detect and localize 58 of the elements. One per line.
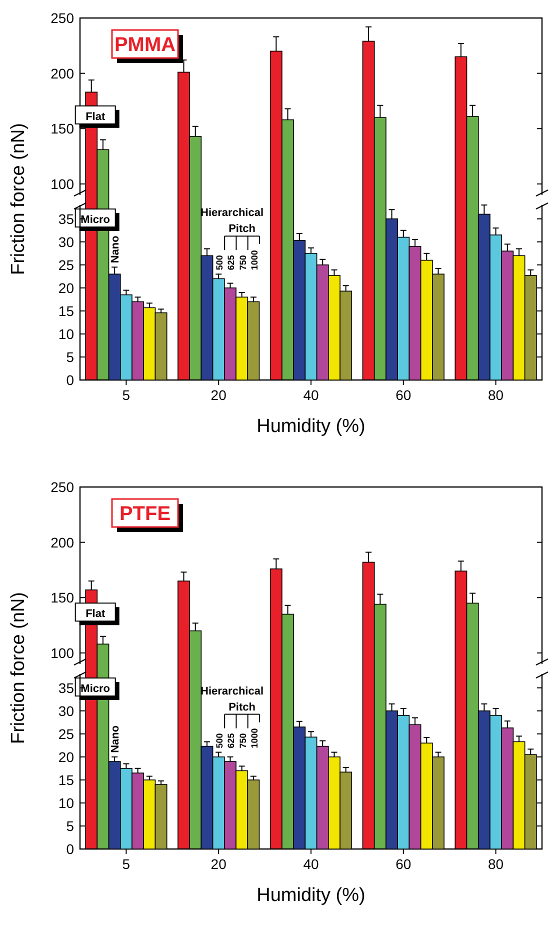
x-axis-title: Humidity (%) xyxy=(256,885,366,906)
legend-label: 1000 xyxy=(249,250,260,270)
legend-label: 750 xyxy=(238,255,248,270)
y-tick-label: 150 xyxy=(50,590,74,606)
y-tick-label: 30 xyxy=(58,234,74,250)
y-tick-label: 100 xyxy=(50,176,74,192)
y-tick-label: 25 xyxy=(58,726,74,742)
y-tick-label: 0 xyxy=(66,841,74,857)
y-tick-label: 15 xyxy=(58,772,74,788)
y-tick-label: 35 xyxy=(58,210,74,227)
x-tick-label: 80 xyxy=(488,387,504,403)
annotation: Hierarchical xyxy=(200,685,264,698)
series-label: Flat xyxy=(86,608,106,620)
y-tick-label: 100 xyxy=(50,644,74,661)
y-tick-label: 30 xyxy=(58,702,74,719)
legend-label: Micro xyxy=(80,683,110,695)
text: PMMA xyxy=(114,34,176,56)
x-tick-label: 60 xyxy=(396,387,412,403)
series-label: Flat xyxy=(86,110,106,123)
annotation: Hierarchical xyxy=(200,207,264,220)
y-tick-label: 10 xyxy=(58,326,74,342)
legend-label: 625 xyxy=(226,733,236,748)
legend-label: 500 xyxy=(214,733,225,748)
y-tick-label: 25 xyxy=(58,256,74,273)
x-tick-label: 5 xyxy=(122,856,130,872)
legend-label: 750 xyxy=(238,733,248,748)
y-tick-label: 15 xyxy=(58,302,74,319)
x-tick-label: 5 xyxy=(122,387,130,403)
y-tick-label: 200 xyxy=(50,65,74,82)
legend-label: 500 xyxy=(214,255,225,270)
y-tick-label: 5 xyxy=(66,348,74,365)
x-tick-label: 20 xyxy=(210,387,227,403)
text: PTFE xyxy=(119,503,171,525)
y-axis-title: Friction force (nN) xyxy=(8,592,29,744)
legend-label: Micro xyxy=(80,214,110,226)
x-tick-label: 60 xyxy=(396,856,412,872)
x-tick-label: 40 xyxy=(303,856,319,872)
x-tick-label: 20 xyxy=(210,856,227,872)
x-tick-label: 80 xyxy=(488,856,504,872)
y-tick-label: 10 xyxy=(58,794,74,811)
y-tick-label: 250 xyxy=(50,479,74,495)
y-tick-label: 0 xyxy=(66,372,74,388)
legend-label: 625 xyxy=(226,255,236,270)
y-tick-label: 150 xyxy=(50,120,74,137)
legend-label: 1000 xyxy=(249,728,260,748)
x-tick-label: 40 xyxy=(303,387,319,403)
x-axis-title: Humidity (%) xyxy=(256,416,366,437)
y-tick-label: 5 xyxy=(66,818,74,834)
y-tick-label: 200 xyxy=(50,534,74,550)
y-tick-label: 20 xyxy=(58,748,74,765)
y-tick-label: 35 xyxy=(58,680,74,696)
annotation: Pitch xyxy=(228,701,256,714)
annotation: Pitch xyxy=(228,223,256,236)
text: Nano xyxy=(110,725,122,753)
y-tick-label: 20 xyxy=(58,280,74,296)
y-axis-title: Friction force (nN) xyxy=(8,122,29,276)
y-tick-label: 250 xyxy=(50,10,74,26)
text: Nano xyxy=(110,235,122,264)
